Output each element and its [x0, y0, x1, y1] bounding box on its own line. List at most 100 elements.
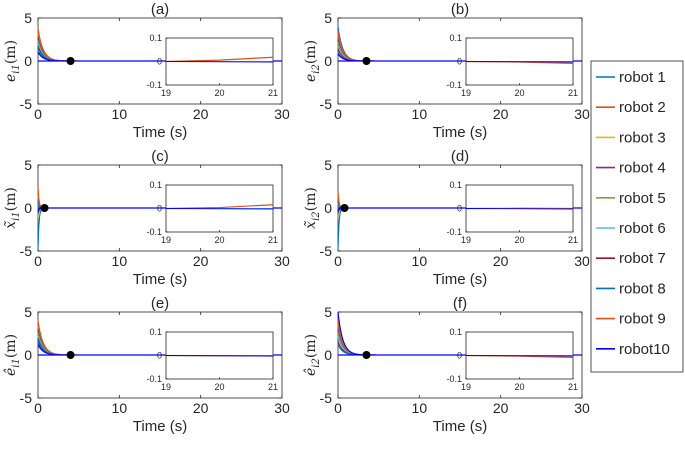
y-tick-label: 5 — [324, 10, 332, 26]
x-tick-label: 0 — [34, 106, 42, 122]
x-tick-label: 30 — [574, 400, 590, 416]
y-axis-label-text: ei2(m) — [303, 40, 322, 82]
inset-axes: 19 20 21 0.1 0 -0.1 — [146, 327, 278, 392]
y-label-subscript: i2 — [311, 211, 322, 221]
legend-label-robot-8: robot 8 — [619, 280, 666, 297]
x-tick-label: 20 — [493, 253, 509, 269]
inset-blue-line — [165, 208, 274, 210]
legend-label-robot-9: robot 9 — [619, 311, 666, 328]
inset-y-tick-label: 0.1 — [449, 33, 462, 43]
inset-x-tick-label: 21 — [568, 88, 578, 98]
inset-blue-line — [465, 61, 574, 63]
y-label-subscript: i1 — [11, 64, 22, 74]
convergence-marker — [340, 204, 349, 212]
inset-y-tick-label: 0.1 — [449, 180, 462, 190]
y-tick-label: 0 — [24, 200, 32, 216]
x-tick-label: 10 — [412, 253, 428, 269]
inset-y-tick-label: 0 — [157, 351, 162, 361]
y-label-symbol: x̃ — [3, 221, 19, 229]
inset-axes: 19 20 21 0.1 0 -0.1 — [146, 180, 278, 245]
y-label-unit: (m) — [3, 187, 19, 211]
y-tick-label: -5 — [320, 390, 333, 406]
y-label-unit: (m) — [303, 334, 319, 358]
inset-x-tick-label: 20 — [514, 382, 524, 392]
x-tick-label: 20 — [193, 400, 209, 416]
y-axis-label-text: ei1(m) — [3, 40, 22, 82]
y-label-symbol: ê — [303, 368, 319, 376]
inset-x-tick-label: 19 — [161, 88, 171, 98]
inset-axes: 19 20 21 0.1 0 -0.1 — [446, 33, 578, 98]
inset-y-tick-label: 0 — [157, 57, 162, 67]
convergence-marker — [66, 351, 75, 359]
y-tick-label: -5 — [320, 243, 333, 259]
y-label-unit: (m) — [303, 187, 319, 211]
x-tick-label: 20 — [493, 400, 509, 416]
x-tick-label: 0 — [34, 253, 42, 269]
inset-axes: 19 20 21 0.1 0 -0.1 — [446, 327, 578, 392]
y-label-symbol: e — [3, 74, 19, 82]
inset-x-tick-label: 20 — [514, 88, 524, 98]
y-axis-label: ei2(m) — [303, 40, 322, 82]
x-tick-label: 30 — [574, 253, 590, 269]
inset-y-tick-label: 0.1 — [149, 327, 162, 337]
inset-x-tick-label: 19 — [161, 382, 171, 392]
inset-y-tick-label: 0.1 — [449, 327, 462, 337]
panel-title: (b) — [451, 1, 469, 18]
y-tick-label: -5 — [320, 96, 333, 112]
y-label-subscript: i2 — [311, 358, 322, 368]
x-tick-label: 0 — [334, 253, 342, 269]
x-axis-label: Time (s) — [133, 124, 187, 141]
y-tick-label: 0 — [324, 53, 332, 69]
inset-x-tick-label: 21 — [268, 235, 278, 245]
x-axis-label: Time (s) — [433, 271, 487, 288]
panel-title: (f) — [453, 295, 467, 312]
y-tick-label: -5 — [20, 243, 33, 259]
y-tick-label: 0 — [324, 200, 332, 216]
inset-x-tick-label: 19 — [461, 88, 471, 98]
panel-title: (c) — [151, 148, 169, 165]
convergence-marker — [362, 351, 371, 359]
panel-title: (a) — [151, 1, 169, 18]
x-tick-label: 30 — [274, 400, 290, 416]
panel-title: (e) — [151, 295, 169, 312]
inset-y-tick-label: 0.1 — [149, 180, 162, 190]
inset-y-tick-label: -0.1 — [446, 374, 462, 384]
x-tick-label: 10 — [112, 253, 128, 269]
inset-y-tick-label: -0.1 — [146, 227, 162, 237]
x-tick-label: 20 — [493, 106, 509, 122]
inset-y-tick-label: -0.1 — [446, 227, 462, 237]
y-axis-label: x̃i2(m) — [303, 187, 322, 229]
inset-x-tick-label: 20 — [214, 235, 224, 245]
legend-label-robot-6: robot 6 — [619, 220, 666, 237]
inset-y-tick-label: -0.1 — [146, 80, 162, 90]
inset-axes: 19 20 21 0.1 0 -0.1 — [446, 180, 578, 245]
inset-y-tick-label: 0 — [157, 204, 162, 214]
inset-y-tick-label: -0.1 — [146, 374, 162, 384]
x-axis-label: Time (s) — [133, 271, 187, 288]
legend-label-robot-5: robot 5 — [619, 190, 666, 207]
inset-x-tick-label: 19 — [461, 382, 471, 392]
legend-label-robot-3: robot 3 — [619, 129, 666, 146]
x-tick-label: 10 — [112, 400, 128, 416]
legend-label-robot-4: robot 4 — [619, 160, 666, 177]
y-axis-label: x̃i1(m) — [3, 187, 22, 229]
inset-x-tick-label: 21 — [568, 382, 578, 392]
y-tick-label: 0 — [24, 347, 32, 363]
y-label-symbol: e — [303, 74, 319, 82]
y-axis-label-text: êi2(m) — [303, 334, 322, 376]
convergence-marker — [40, 204, 49, 212]
y-tick-label: 5 — [24, 10, 32, 26]
x-tick-label: 20 — [193, 106, 209, 122]
inset-blue-line — [465, 355, 574, 357]
y-tick-label: -5 — [20, 390, 33, 406]
inset-axes: 19 20 21 0.1 0 -0.1 — [146, 33, 278, 98]
y-axis-label-text: x̃i2(m) — [303, 187, 322, 229]
inset-blue-line — [165, 355, 274, 357]
inset-x-tick-label: 20 — [514, 235, 524, 245]
inset-x-tick-label: 20 — [214, 88, 224, 98]
y-tick-label: 5 — [324, 157, 332, 173]
